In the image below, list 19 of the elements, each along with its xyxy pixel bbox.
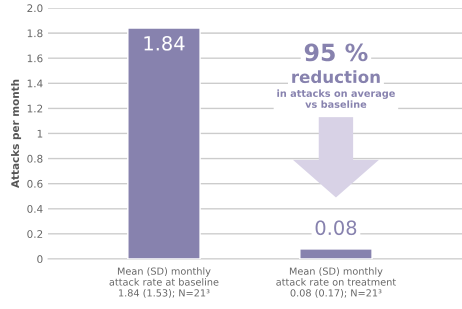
annotation: reduction	[292, 70, 380, 84]
y-tick-label: 0	[37, 255, 42, 264]
x-tick-label: Mean (SD) monthly attack rate on treatment 0.08 (0.17); N=21³	[276, 267, 396, 298]
annotation: 95 %	[304, 43, 368, 62]
y-tick-label: 0.4	[27, 204, 43, 213]
y-tick-label: 0.6	[27, 180, 43, 188]
y-axis-title: Attacks per month	[10, 80, 22, 188]
x-tick-label: Mean (SD) monthly attack rate at baseline 1.84 (1.53); N=21³	[110, 267, 218, 298]
y-tick-label: 1.6	[28, 54, 43, 62]
y-tick-label: 2.0	[27, 4, 42, 12]
y-tick-label: 0.8	[27, 154, 42, 163]
annotation: in attacks on average vs baseline	[277, 89, 395, 108]
y-tick-label: 1.4	[28, 80, 43, 88]
y-tick-label: 0.2	[27, 230, 42, 238]
y-tick-label: 1.8	[28, 29, 42, 38]
y-tick-label: 1.2	[28, 104, 42, 112]
data-label: 0.08	[316, 220, 356, 236]
y-tick-label: 1	[38, 130, 42, 138]
data-label: 1.84	[144, 36, 185, 51]
